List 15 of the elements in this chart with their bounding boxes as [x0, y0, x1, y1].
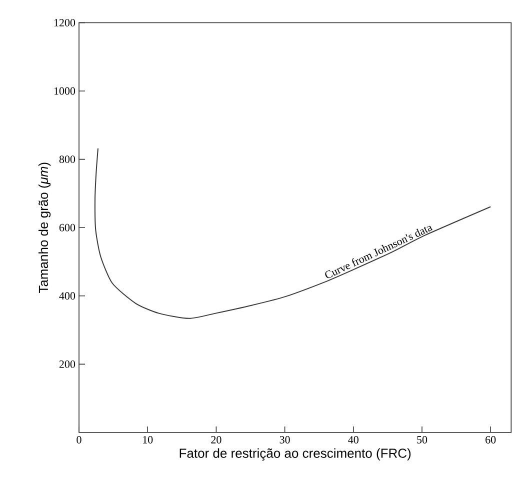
- x-tick-label: 20: [211, 436, 222, 444]
- x-tick-label: 10: [143, 436, 153, 444]
- x-tick-label: 40: [348, 436, 358, 444]
- x-axis-title: Fator de restrição ao crescimento (FRC): [180, 448, 411, 460]
- x-tick-label: 30: [280, 436, 290, 444]
- y-tick-label: 1000: [54, 87, 76, 95]
- y-tick-label: 1200: [54, 18, 76, 26]
- y-tick-label: 200: [59, 360, 76, 368]
- x-tick-label: 50: [417, 436, 428, 444]
- y-tick-label: 400: [59, 292, 76, 300]
- x-tick-label: 0: [76, 436, 82, 444]
- y-tick-label: 800: [59, 156, 76, 164]
- y-tick-label: 600: [59, 224, 76, 232]
- x-tick-label: 60: [486, 436, 496, 444]
- line-series: [94, 148, 492, 319]
